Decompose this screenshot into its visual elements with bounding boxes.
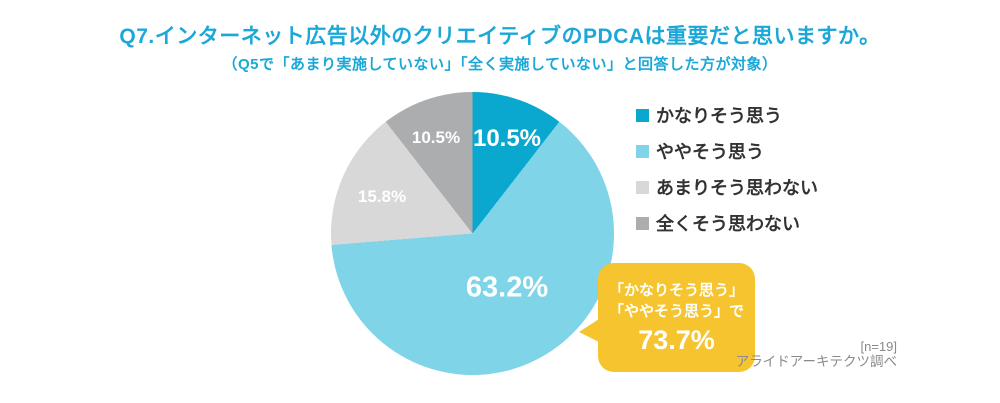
pie-slice-label-mattaku: 10.5%: [411, 128, 461, 147]
legend-label: かなりそう思う: [656, 106, 782, 126]
callout-line-1: 「かなりそう思う」: [608, 281, 744, 299]
legend-swatch: [636, 144, 649, 158]
source-note: [n=19] アライドアーキテクツ調べ: [736, 339, 897, 370]
pie-slice-label-kanari: 10.5%: [472, 125, 542, 152]
legend-swatch: [636, 180, 649, 194]
legend: かなりそう思う ややそう思う あまりそう思わない 全くそう思わない: [636, 105, 818, 249]
page-subtitle: （Q5で「あまり実施していない」「全く実施していない」と回答した方が対象）: [222, 56, 778, 73]
callout-value: 73.7%: [638, 324, 715, 355]
page-title: Q7.インターネット広告以外のクリエイティブのPDCAは重要だと思いますか。: [119, 25, 881, 48]
legend-swatch: [636, 216, 649, 230]
pie-chart: 10.5% 63.2% 15.8% 10.5%: [331, 92, 614, 375]
callout-bubble: 「かなりそう思う」 「ややそう思う」で 73.7%: [579, 263, 755, 372]
legend-label: あまりそう思わない: [656, 178, 818, 198]
legend-item-kanari: かなりそう思う: [636, 105, 818, 126]
legend-swatch: [636, 108, 649, 122]
callout-tail-shape: [579, 319, 599, 342]
pie-slice-label-amari: 15.8%: [357, 187, 407, 206]
legend-item-amari: あまりそう思わない: [636, 177, 818, 198]
legend-item-yaya: ややそう思う: [636, 141, 818, 162]
source-name: アライドアーキテクツ調べ: [735, 354, 897, 369]
pie-slice-label-yaya: 63.2%: [465, 271, 549, 304]
legend-item-mattaku: 全くそう思わない: [636, 213, 818, 234]
legend-label: 全くそう思わない: [656, 214, 800, 234]
callout-line-2: 「ややそう思う」で: [608, 302, 744, 320]
sample-size: [n=19]: [860, 339, 897, 354]
legend-label: ややそう思う: [656, 142, 764, 162]
